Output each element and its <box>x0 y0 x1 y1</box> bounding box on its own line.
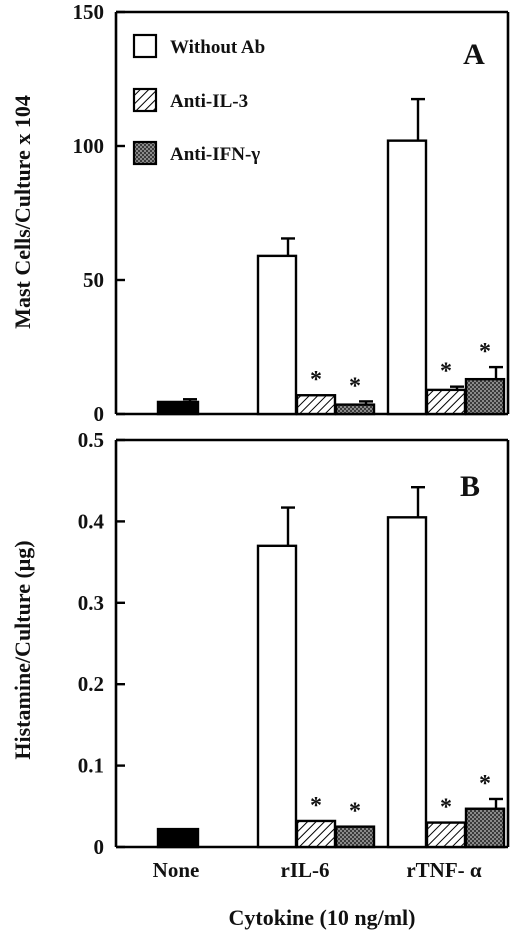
legend: Without Ab Anti-IL-3 Anti-IFN-γ <box>132 33 265 166</box>
panel-a-y-tick-label: 0 <box>94 402 105 426</box>
panel-b-y-tick-label: 0.4 <box>78 509 105 533</box>
panel-a-y-tick-label: 50 <box>83 268 104 292</box>
panel-a-bar-rtnf-alpha-anti-il-3 <box>425 388 467 416</box>
panel-a-bar-none-control <box>156 400 200 416</box>
panel-b-significance-rtnf-alpha-anti-il-3: * <box>440 795 452 821</box>
panel-b-y-ticks: 0 0.1 0.2 0.3 0.4 0.5 <box>78 428 125 859</box>
panel-b-y-axis-label: Histamine/Culture (μg) <box>10 540 35 759</box>
legend-swatch-anti-ifn-gamma <box>132 140 158 166</box>
panel-b-bar-rtnf-alpha-anti-ifn-gamma <box>464 807 506 849</box>
panel-a-label: A <box>463 38 485 71</box>
legend-label-anti-ifn-gamma: Anti-IFN-γ <box>170 144 260 165</box>
legend-swatch-anti-il-3 <box>132 87 158 113</box>
panel-a-y-tick-label: 100 <box>73 134 105 158</box>
x-tick-label-rtnf-alpha: rTNF- α <box>406 858 482 882</box>
panel-a-bar-ril-6-anti-ifn-gamma <box>334 403 376 416</box>
panel-a-bar-rtnf-alpha-anti-ifn-gamma <box>464 377 506 416</box>
panel-a-y-ticks: 0 50 100 150 <box>73 0 125 426</box>
panel-b-bars: * * * * <box>156 486 506 849</box>
panel-b-bar-rtnf-alpha-without-ab <box>386 516 428 849</box>
legend-item-anti-ifn-gamma: Anti-IFN-γ <box>132 140 260 166</box>
panel-b-bar-ril-6-anti-il-3 <box>295 819 337 849</box>
panel-b-significance-ril-6-anti-il-3: * <box>310 793 322 819</box>
x-tick-label-none: None <box>153 858 200 882</box>
panel-a-bar-rtnf-alpha-without-ab <box>386 139 428 416</box>
panel-a-y-axis-label: Mast Cells/Culture x 104 <box>10 95 35 329</box>
panel-a-bar-ril-6-anti-il-3 <box>295 394 337 416</box>
panel-b-significance-ril-6-anti-ifn-gamma: * <box>349 799 361 825</box>
panel-b-y-tick-label: 0.5 <box>78 428 104 452</box>
panel-b-y-tick-label: 0.2 <box>78 672 104 696</box>
panel-b-label: B <box>460 470 480 503</box>
panel-b-bar-ril-6-without-ab <box>256 544 298 849</box>
x-tick-labels: None rIL-6 rTNF- α <box>153 858 482 882</box>
legend-item-without-ab: Without Ab <box>132 33 265 59</box>
panel-b-bar-ril-6-anti-ifn-gamma <box>334 825 376 849</box>
panel-b-y-tick-label: 0.1 <box>78 754 104 778</box>
x-axis-label: Cytokine (10 ng/ml) <box>229 905 416 930</box>
panel-a-y-tick-label: 150 <box>73 0 105 24</box>
panel-b: B Histamine/Culture (μg) 0 0.1 0.2 0.3 0.4 0.… <box>10 428 510 859</box>
panel-b-bar-rtnf-alpha-anti-il-3 <box>425 821 467 849</box>
legend-swatch-without-ab <box>132 33 158 59</box>
x-tick-label-ril-6: rIL-6 <box>281 858 330 882</box>
panel-b-y-tick-label: 0 <box>94 835 105 859</box>
legend-item-anti-il-3: Anti-IL-3 <box>132 87 248 113</box>
panel-b-y-tick-label: 0.3 <box>78 591 104 615</box>
legend-label-without-ab: Without Ab <box>170 37 265 58</box>
panel-b-significance-rtnf-alpha-anti-ifn-gamma: * <box>479 771 491 797</box>
panel-a-significance-rtnf-alpha-anti-il-3: * <box>440 359 452 385</box>
panel-a-significance-rtnf-alpha-anti-ifn-gamma: * <box>479 339 491 365</box>
panel-a-significance-ril-6-anti-ifn-gamma: * <box>349 373 361 399</box>
panel-a-bar-ril-6-without-ab <box>256 254 298 416</box>
legend-label-anti-il-3: Anti-IL-3 <box>170 91 248 112</box>
panel-a-significance-ril-6-anti-il-3: * <box>310 367 322 393</box>
panel-b-bar-none-control <box>156 827 200 849</box>
panel-a-bars: * * * * <box>156 97 506 416</box>
